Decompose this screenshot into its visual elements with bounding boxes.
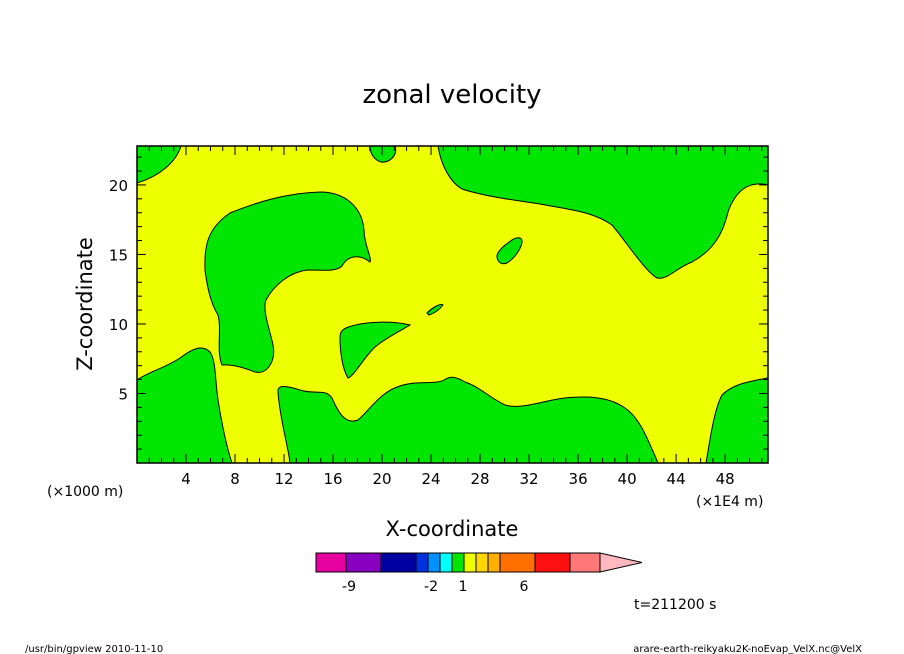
y-tick-label: 15 (109, 246, 128, 264)
colorbar-segment (463, 552, 477, 573)
x-tick-label: 32 (520, 470, 539, 488)
x-scale-label-right: (×1E4 m) (696, 494, 763, 510)
x-tick-label: 48 (716, 470, 735, 488)
x-tick-label: 4 (181, 470, 191, 488)
colorbar-segment (427, 552, 441, 573)
x-tick-label: 44 (667, 470, 686, 488)
y-tick-label: 5 (118, 385, 128, 403)
colorbar-segment (439, 552, 453, 573)
colorbar-segment (451, 552, 465, 573)
x-tick-label: 40 (618, 470, 637, 488)
colorbar-segment (534, 552, 571, 573)
contour-region-top-right (437, 146, 768, 279)
y-tick-label: 10 (109, 316, 128, 334)
time-label: t=211200 s (634, 597, 716, 613)
y-axis-label: Z-coordinate (73, 237, 97, 371)
colorbar-segment (569, 552, 601, 573)
x-tick-label: 24 (422, 470, 441, 488)
x-tick-label: 28 (471, 470, 490, 488)
colorbar-segment (315, 552, 347, 573)
y-tick-label: 20 (109, 177, 128, 195)
contour-region-center (339, 321, 412, 379)
colorbar-segment (499, 552, 536, 573)
x-tick-label: 12 (274, 470, 293, 488)
colorbar-segment (345, 552, 382, 573)
contour-region-bottom-left (137, 347, 233, 463)
colorbar-tick-label: 6 (520, 579, 529, 595)
x-tick-label: 8 (230, 470, 240, 488)
footer-left: /usr/bin/gpview 2010-11-10 (25, 644, 163, 654)
plot-frame (136, 145, 769, 464)
colorbar-arrow (599, 552, 643, 573)
contour-region-bottom-right (705, 377, 768, 463)
colorbar-tick-label: -9 (342, 579, 356, 595)
contour-region-top-small (369, 146, 397, 163)
colorbar: -9 -2 1 6 (315, 552, 643, 595)
footer-right: arare-earth-reikyaku2K-noEvap_VelX.nc@Ve… (633, 644, 862, 654)
contour-region-upper-left (204, 191, 371, 373)
colorbar-segment (415, 552, 429, 573)
chart-title: zonal velocity (362, 80, 541, 110)
x-tick-label: 16 (323, 470, 342, 488)
colorbar-segment (380, 552, 417, 573)
plot-area (137, 146, 768, 463)
x-axis-label: X-coordinate (386, 517, 519, 541)
x-tick-label: 36 (569, 470, 588, 488)
x-axis-ticks: 4 8 12 16 20 24 28 32 36 40 44 48 (148, 146, 763, 488)
contour-region-small-blob (496, 237, 523, 265)
colorbar-tick-label: 1 (459, 579, 468, 595)
y-axis-ticks: 5 10 15 20 (109, 156, 768, 450)
contour-region-bottom-center (277, 376, 659, 463)
contour-region-tiny-blob (426, 304, 444, 316)
colorbar-tick-label: -2 (424, 579, 438, 595)
colorbar-segment (487, 552, 501, 573)
x-scale-label: (×1000 m) (47, 484, 123, 500)
colorbar-segment (475, 552, 489, 573)
x-tick-label: 20 (373, 470, 392, 488)
